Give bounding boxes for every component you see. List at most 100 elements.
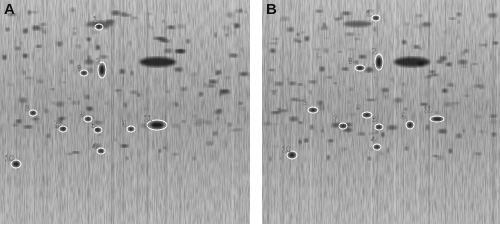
gel-spot xyxy=(420,102,428,106)
gel-spot xyxy=(318,56,322,59)
gel-spot xyxy=(215,70,222,75)
gel-spot xyxy=(233,128,243,132)
gel-band xyxy=(139,57,176,67)
gel-spot xyxy=(491,132,497,137)
streak xyxy=(439,0,441,224)
gel-spot xyxy=(337,51,343,53)
gel-spot xyxy=(270,38,280,40)
gel-spot xyxy=(86,68,94,73)
gel-spot xyxy=(39,22,47,26)
gel-spot xyxy=(297,121,302,124)
spot-circle xyxy=(83,115,93,123)
gel-spot xyxy=(446,89,449,94)
gel-spot xyxy=(357,132,366,136)
panel-label: A xyxy=(4,1,15,18)
gel-spot xyxy=(387,125,398,130)
gel-spot xyxy=(463,95,471,97)
gel-spot xyxy=(73,27,77,30)
gel-spot xyxy=(341,67,349,71)
gel-spot xyxy=(349,113,355,116)
streak xyxy=(416,0,418,224)
streak xyxy=(452,0,454,224)
protein-spot xyxy=(373,15,379,21)
gel-spot xyxy=(320,129,324,133)
gel-spot xyxy=(58,116,66,120)
gel-spot xyxy=(482,103,485,106)
gel-spot xyxy=(195,118,205,124)
spot-circle xyxy=(405,120,415,130)
figure: A 1 2 8 3 9 7 6 5 11 4 10 B 1 2 8 3 9 7 6 5 11 4 10 xyxy=(0,0,500,224)
gel-spot xyxy=(23,125,33,129)
spot-circle xyxy=(94,23,104,31)
gel-spot xyxy=(373,76,377,79)
streak xyxy=(11,0,14,224)
streak xyxy=(420,0,421,224)
protein-spot xyxy=(98,148,104,154)
streak xyxy=(290,0,292,224)
spot-label: 2 xyxy=(372,47,377,56)
spot-circle xyxy=(429,115,445,123)
gel-spot xyxy=(277,107,281,113)
gel-spot xyxy=(444,102,453,107)
spot-label: 8 xyxy=(348,57,353,66)
spot-circle xyxy=(79,69,89,77)
streak xyxy=(6,0,7,224)
gel-spot xyxy=(8,82,14,87)
gel-spot xyxy=(442,29,447,35)
gel-spot xyxy=(339,146,346,152)
protein-spot xyxy=(407,122,413,128)
gel-spot xyxy=(429,70,435,74)
gel-spot xyxy=(203,82,207,88)
gel-spot xyxy=(27,10,31,15)
panel-label: B xyxy=(266,1,277,18)
gel-spot xyxy=(463,49,469,53)
gel-spot xyxy=(225,12,234,18)
gel-spot xyxy=(387,147,390,153)
spot-label: 5 xyxy=(401,112,406,121)
streak xyxy=(16,0,18,224)
gel-spot xyxy=(280,16,290,22)
gel-spot xyxy=(477,130,487,133)
gel-spot xyxy=(225,33,229,37)
gel-spot xyxy=(193,114,198,119)
spot-label: 11 xyxy=(144,114,153,123)
streak xyxy=(376,0,378,224)
protein-spot xyxy=(150,121,164,129)
spot-circle xyxy=(286,150,298,160)
gel-spot xyxy=(436,60,444,64)
gel-spot xyxy=(222,128,225,132)
protein-spot xyxy=(95,127,101,133)
streak xyxy=(109,0,112,224)
gel-spot xyxy=(270,145,281,148)
gel-spot xyxy=(326,75,333,79)
spot-label: 1 xyxy=(93,15,98,24)
gel-spot xyxy=(348,100,351,104)
gel-spot xyxy=(390,77,394,83)
gel-spot xyxy=(370,147,373,151)
streak xyxy=(19,0,22,224)
streak xyxy=(114,0,116,224)
protein-spot xyxy=(288,152,296,158)
spot-label: 4 xyxy=(92,142,97,151)
gel-spot xyxy=(439,56,447,61)
gel-spot xyxy=(190,72,199,77)
spot-circle xyxy=(10,159,22,169)
spot-circle xyxy=(374,123,384,131)
streak xyxy=(309,0,312,224)
streak xyxy=(399,0,401,224)
gel-spot xyxy=(434,111,440,114)
streak xyxy=(403,0,404,224)
spot-label: 9 xyxy=(356,103,361,112)
gel-spot xyxy=(354,38,360,40)
streak xyxy=(377,0,379,224)
streak xyxy=(444,0,447,224)
gel-spot xyxy=(472,63,478,65)
gel-spot xyxy=(69,7,76,13)
streak xyxy=(66,0,69,224)
gel-spot xyxy=(38,57,42,61)
protein-spot xyxy=(81,70,87,76)
protein-spot xyxy=(30,110,36,116)
spot-circle xyxy=(28,109,38,117)
gel-spot xyxy=(171,123,180,128)
gel-spot xyxy=(125,14,132,17)
